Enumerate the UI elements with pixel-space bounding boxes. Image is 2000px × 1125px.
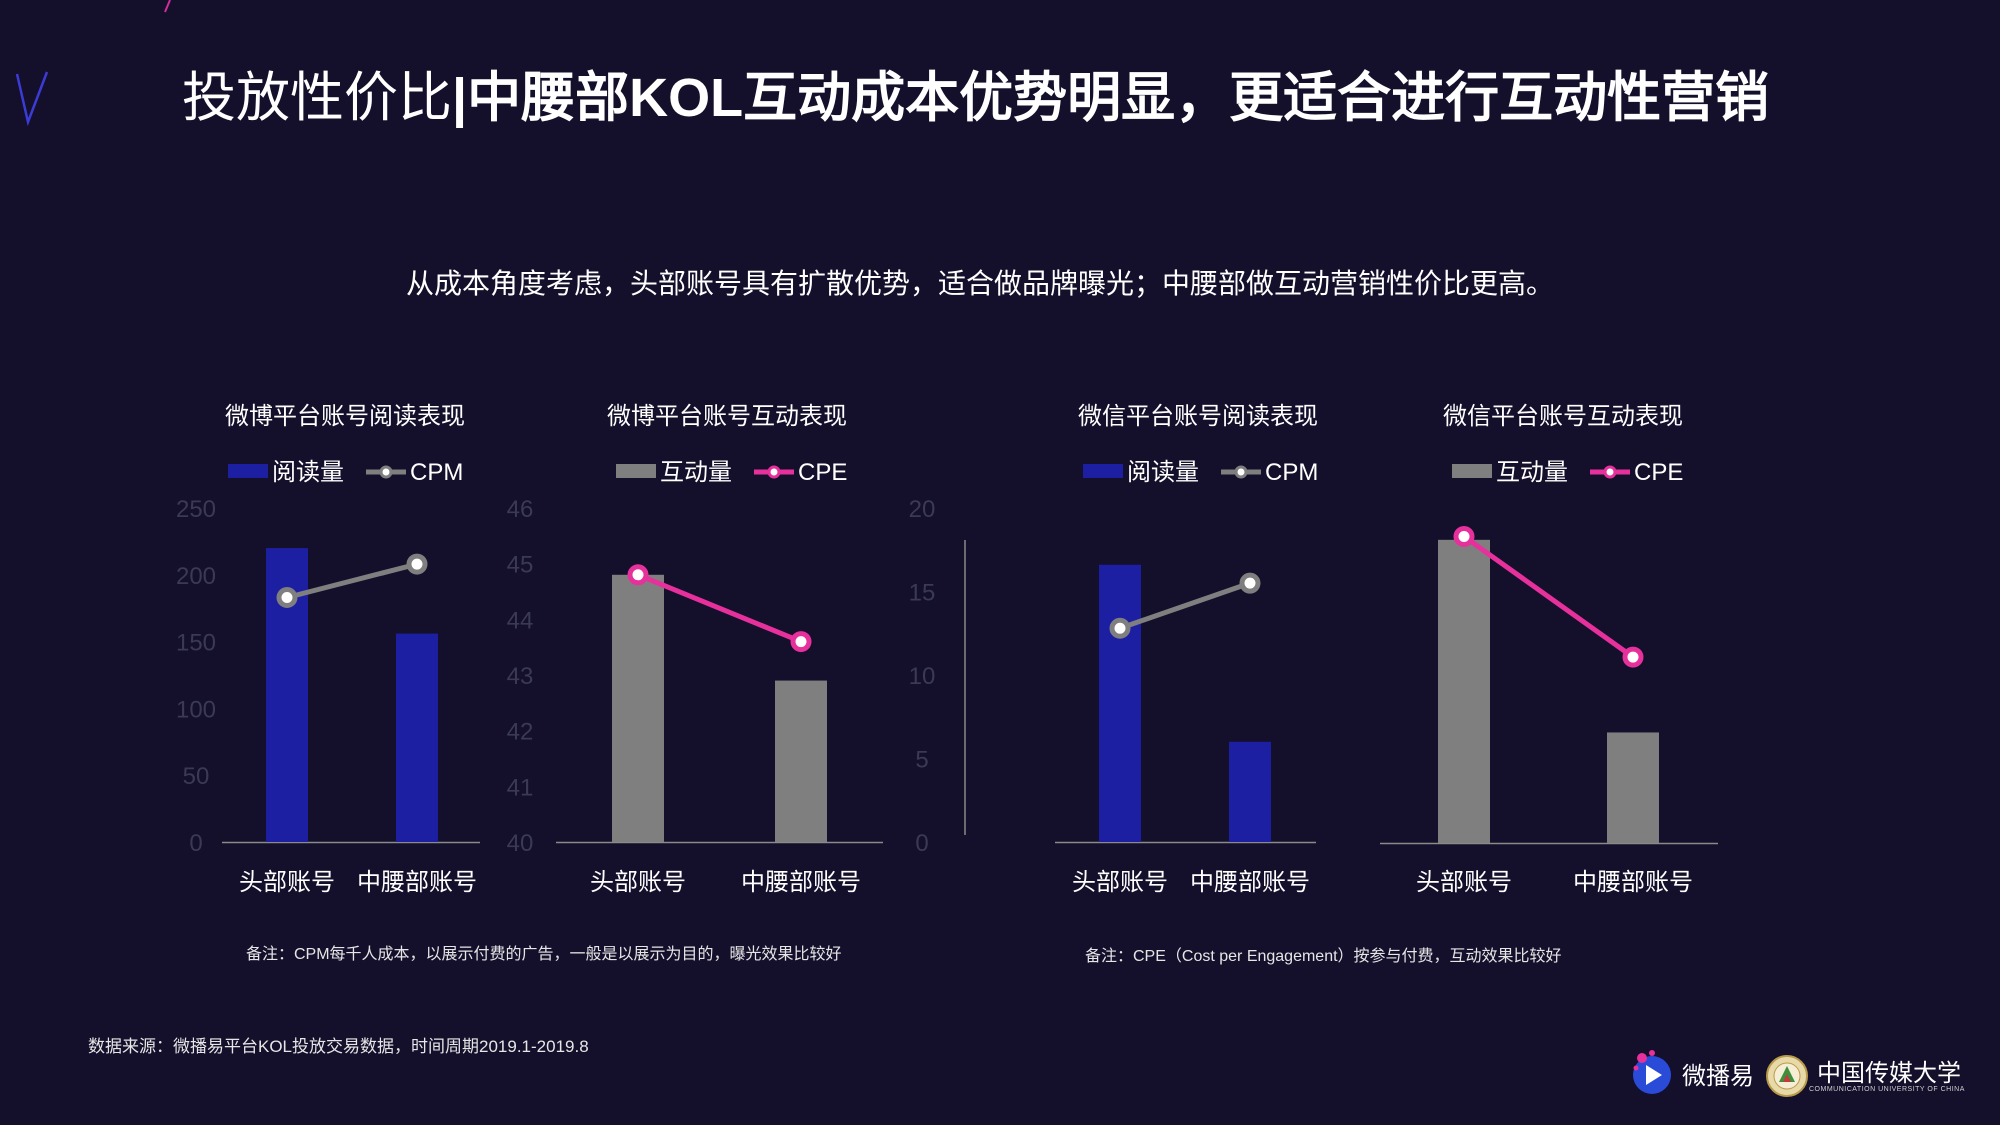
bar <box>1099 564 1141 842</box>
legend-label-line: CPM <box>1265 459 1318 486</box>
v-mark-decoration <box>15 71 49 126</box>
y-tick-label: 15 <box>909 580 936 607</box>
y-tick-label: 250 <box>176 496 216 523</box>
legend-line-marker <box>1603 465 1617 479</box>
chart-title: 微博平台账号互动表现 <box>607 403 847 430</box>
y-tick-label: 44 <box>507 607 534 634</box>
category-label: 中腰部账号 <box>1190 869 1310 896</box>
subtitle: 从成本角度考虑，头部账号具有扩散优势，适合做品牌曝光；中腰部做互动营销性价比更高… <box>405 268 1554 299</box>
line-point <box>276 587 298 609</box>
category-label: 中腰部账号 <box>1573 869 1693 896</box>
line-point <box>790 631 812 653</box>
legend-label-bars: 互动量 <box>1496 459 1568 486</box>
category-label: 头部账号 <box>1072 869 1168 896</box>
bar <box>396 633 438 842</box>
bar <box>1229 741 1271 842</box>
title-prefix: 投放性价比 <box>182 68 452 128</box>
y-tick-label: 50 <box>183 763 210 790</box>
bar <box>612 574 664 842</box>
line-point <box>627 564 649 586</box>
y-tick-label: 20 <box>909 496 936 523</box>
y-tick-label: 10 <box>909 663 936 690</box>
legend-line-marker <box>379 465 393 479</box>
chart-title: 微信平台账号阅读表现 <box>1078 403 1318 430</box>
legend-swatch-bars <box>616 464 656 478</box>
series-line <box>1462 534 1635 660</box>
bar <box>1438 539 1490 843</box>
legend-label-bars: 互动量 <box>660 459 732 486</box>
legend-swatch-bars <box>228 464 268 478</box>
y-tick-label: 42 <box>507 719 534 746</box>
line-point <box>1109 617 1131 639</box>
title-main: 中腰部KOL互动成本优势明显，更适合进行互动性营销 <box>467 68 1770 128</box>
line-point <box>406 553 428 575</box>
cuc-logo-text: 中国传媒大学 <box>1817 1058 1961 1087</box>
y-tick-label: 0 <box>189 830 202 857</box>
y-tick-label: 41 <box>507 774 534 801</box>
line-point <box>1622 646 1644 668</box>
y-tick-label: 5 <box>915 747 928 774</box>
y-tick-label: 40 <box>507 830 534 857</box>
series-line <box>286 561 418 600</box>
data-source: 数据来源：微播易平台KOL投放交易数据，时间周期2019.1-2019.8 <box>88 1037 589 1056</box>
category-label: 中腰部账号 <box>357 869 477 896</box>
slash-decoration <box>164 0 171 13</box>
bar <box>775 680 827 842</box>
legend-line-marker <box>767 465 781 479</box>
line-point <box>1239 572 1261 594</box>
legend-label-line: CPM <box>410 459 463 486</box>
weiboyi-logo-text: 微播易 <box>1682 1062 1754 1090</box>
legend-label-line: CPE <box>1634 459 1683 486</box>
legend-label-bars: 阅读量 <box>1127 459 1199 486</box>
y-tick-label: 150 <box>176 630 216 657</box>
legend-swatch-bars <box>1452 464 1492 478</box>
y-tick-label: 100 <box>176 696 216 723</box>
legend-label-bars: 阅读量 <box>272 459 344 486</box>
page-title: 投放性价比|中腰部KOL互动成本优势明显，更适合进行互动性营销 <box>182 62 1769 134</box>
legend-label-line: CPE <box>798 459 847 486</box>
y-tick-label: 200 <box>176 563 216 590</box>
chart-title: 微博平台账号阅读表现 <box>225 403 465 430</box>
category-label: 中腰部账号 <box>741 869 861 896</box>
cuc-logo-subtext: COMMUNICATION UNIVERSITY OF CHINA <box>1809 1085 1965 1093</box>
category-label: 头部账号 <box>239 869 335 896</box>
weiboyi-play-icon <box>1633 1050 1671 1094</box>
line-point <box>1453 525 1475 547</box>
cuc-seal-icon <box>1766 1055 1808 1097</box>
legend-line-marker <box>1234 465 1248 479</box>
series-line <box>1119 580 1251 631</box>
category-label: 头部账号 <box>1416 869 1512 896</box>
y-tick-label: 45 <box>507 552 534 579</box>
chart-title: 微信平台账号互动表现 <box>1443 403 1683 430</box>
series-line <box>637 572 802 644</box>
note-cpm: 备注：CPM每千人成本，以展示付费的广告，一般是以展示为目的，曝光效果比较好 <box>246 946 842 963</box>
title-separator: | <box>452 68 468 128</box>
y-tick-label: 46 <box>507 496 534 523</box>
note-cpe: 备注：CPE（Cost per Engagement）按参与付费，互动效果比较好 <box>1085 948 1562 965</box>
y-tick-label: 43 <box>507 663 534 690</box>
legend-swatch-bars <box>1083 464 1123 478</box>
cuc-logo: 中国传媒大学 COMMUNICATION UNIVERSITY OF CHINA <box>1765 1052 1965 1100</box>
weiboyi-logo: 微播易 <box>1630 1048 1754 1098</box>
bar <box>1607 732 1659 843</box>
category-label: 头部账号 <box>590 869 686 896</box>
y-tick-label: 0 <box>915 830 928 857</box>
